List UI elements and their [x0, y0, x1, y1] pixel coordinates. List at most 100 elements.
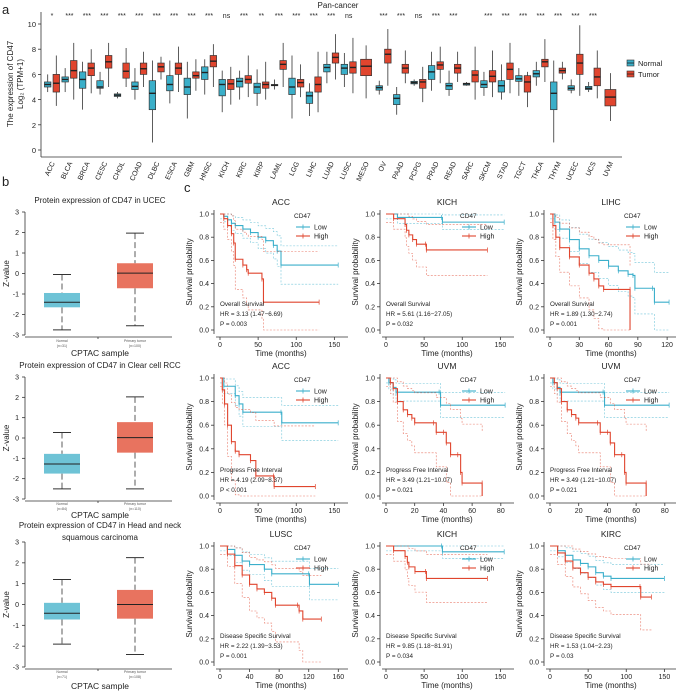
group-label: Normal [56, 502, 68, 506]
box-tumor-BLCA-box [70, 60, 78, 79]
boxplot-title: Protein expression of CD47 in Head and n… [19, 521, 182, 530]
km-ci-upper-high [220, 377, 316, 427]
group-n: (n=110) [129, 507, 141, 511]
x-tick-label: 150 [495, 674, 507, 681]
x-tick-label: 20 [575, 508, 583, 515]
km-stat-p: P = 0.021 [550, 487, 578, 494]
legend-label: High [480, 566, 495, 573]
box-tumor-UCEC-box [576, 53, 584, 75]
km-curve-high [220, 545, 322, 620]
y-tick-label: 0 [15, 602, 19, 609]
y-tick-label: 0.0 [199, 494, 209, 501]
y-tick-label: 0 [32, 146, 36, 155]
y-axis-label: Z-value [2, 424, 11, 451]
km-ci-upper-high [550, 213, 631, 266]
km-ci-lower-high [386, 554, 488, 603]
x-tick-label: 120 [661, 342, 673, 349]
box-tumor-BRCA-box [87, 62, 95, 77]
legend-label: Low [314, 389, 328, 396]
legend-label: High [480, 234, 495, 241]
km-ci-upper-high [386, 213, 488, 225]
y-axis-label: Log₂ (TPM+1) [16, 59, 25, 109]
y-tick-label: 0.8 [365, 235, 375, 242]
y-tick-label: 1.0 [365, 376, 375, 383]
x-tick-label: COAD [129, 161, 144, 182]
x-tick-label: SKCM [478, 161, 493, 182]
y-tick-label: 0.0 [529, 660, 539, 667]
box-tumor-TGCT-box [523, 75, 532, 93]
y-tick-label: 3 [15, 540, 19, 547]
x-tick-label: 150 [659, 674, 671, 681]
km-stat-p: P = 0.03 [550, 653, 574, 660]
x-tick-label: 0 [384, 674, 388, 681]
km-title: ACC [272, 197, 290, 207]
x-axis-label: Time (months) [255, 349, 307, 358]
y-axis-label: Survival probability [351, 403, 360, 470]
km-title: LIHC [601, 197, 620, 207]
x-tick-label: UCEC [566, 161, 581, 182]
km-title: KICH [437, 529, 457, 539]
panel-label-c: c [184, 180, 191, 195]
significance-label: *** [188, 13, 196, 20]
km-ci-upper-high [220, 213, 320, 252]
y-tick-label: 1 [15, 581, 19, 588]
legend-label: Low [314, 225, 328, 232]
group-n: (n=84) [57, 507, 67, 511]
y-tick-label: 0.4 [529, 446, 539, 453]
x-axis-label: Time (months) [585, 681, 637, 690]
boxplot-title: Protein expression of CD47 in UCEC [34, 196, 165, 205]
box-normal-DLBC-box [148, 80, 156, 111]
legend-label: Low [480, 557, 494, 564]
y-tick-label: 0.6 [199, 423, 209, 430]
x-tick-label: LGG [289, 161, 302, 177]
box-normal-KIRP-box [253, 82, 261, 94]
x-tick-label: PAAD [392, 161, 406, 181]
box-normal-CESC-box [96, 80, 104, 89]
x-tick-label: 90 [634, 342, 642, 349]
box-normal-box [44, 602, 80, 620]
legend-title: CD47 [294, 545, 311, 552]
x-tick-label: CHOL [112, 161, 127, 182]
x-tick-label: 30 [575, 342, 583, 349]
y-tick-label: 0.6 [529, 590, 539, 597]
legend-label: High [314, 398, 329, 405]
y-tick-label: 1.0 [199, 212, 209, 219]
x-tick-label: 150 [329, 342, 341, 349]
box-tumor-THCA-box [541, 58, 549, 68]
legend-label: Normal [638, 59, 663, 68]
x-axis-label: Time (months) [585, 515, 637, 524]
km-stat-test: Overall Survival [220, 301, 264, 308]
significance-label: *** [449, 13, 457, 20]
group-n: (n=71) [57, 675, 67, 679]
legend-label: Low [480, 389, 494, 396]
x-tick-label: DLBC [147, 161, 161, 181]
significance-label: ** [259, 13, 265, 20]
significance-label: *** [554, 13, 562, 20]
legend-label: High [644, 234, 659, 241]
x-tick-label: 40 [246, 674, 254, 681]
legend-label: Low [314, 557, 328, 564]
x-axis-label: Time (months) [421, 515, 473, 524]
legend-label: Low [644, 389, 658, 396]
y-tick-label: 0.6 [199, 258, 209, 265]
x-tick-label: ESCA [165, 161, 180, 182]
y-tick-label: 10 [28, 20, 36, 29]
km-stat-hr: HR = 1.89 (1.30−2.74) [550, 311, 613, 318]
x-tick-label: 100 [620, 674, 632, 681]
significance-label: ns [415, 13, 423, 20]
legend-title: CD47 [460, 377, 477, 384]
km-stat-hr: HR = 3.49 (1.21−10.07) [386, 477, 452, 484]
x-tick-label: 100 [456, 342, 468, 349]
km-title: KICH [437, 197, 457, 207]
x-tick-label: STAD [496, 161, 510, 180]
km-curve-low [386, 545, 505, 553]
significance-label: *** [65, 13, 73, 20]
y-tick-label: 0.4 [199, 446, 209, 453]
x-tick-label: TGCT [514, 160, 529, 181]
x-tick-label: 100 [290, 508, 302, 515]
y-tick-label: 1.0 [529, 212, 539, 219]
km-stat-hr: HR = 3.13 (1.47−6.69) [220, 311, 283, 318]
x-tick-label: 160 [332, 674, 344, 681]
km-title: KIRC [601, 529, 621, 539]
km-ci-lower-low [550, 218, 670, 331]
